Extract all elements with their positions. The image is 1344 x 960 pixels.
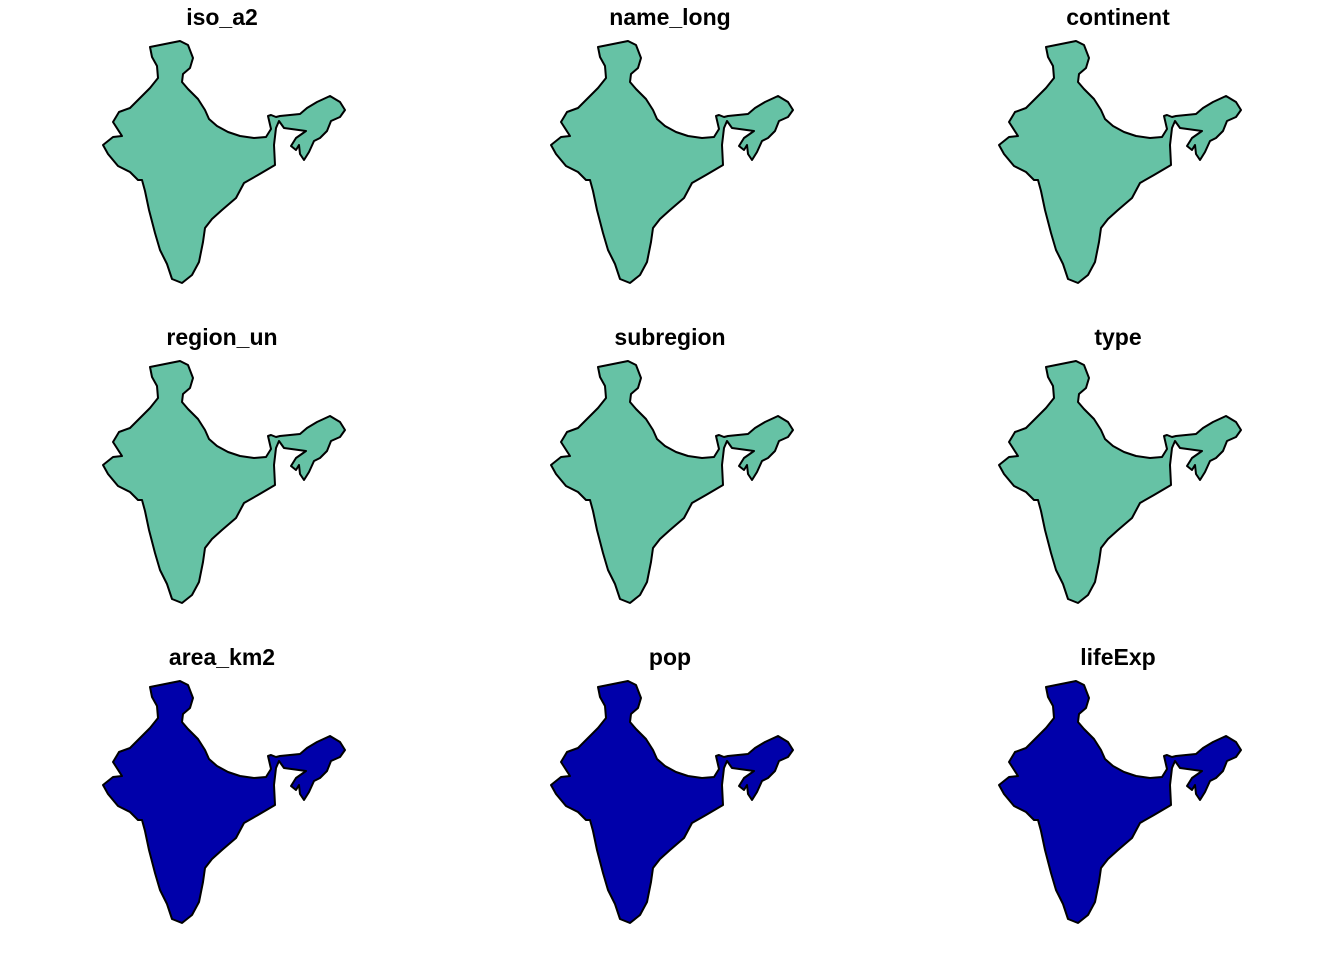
panel-title: area_km2: [169, 644, 275, 670]
india-polygon: [102, 40, 346, 284]
panel-title: continent: [1066, 4, 1170, 30]
india-polygon: [102, 360, 346, 604]
panel-title: subregion: [614, 324, 725, 350]
map-panel-type: type: [998, 324, 1242, 604]
panel-title: type: [1094, 324, 1141, 350]
india-polygon: [998, 360, 1242, 604]
map-panel-pop: pop: [550, 644, 794, 924]
map-panel-iso-a2: iso_a2: [102, 4, 346, 284]
india-polygon: [998, 680, 1242, 924]
panel-title: pop: [649, 644, 691, 670]
panel-title: lifeExp: [1080, 644, 1155, 670]
panel-title: iso_a2: [186, 4, 258, 30]
panel-title: name_long: [609, 4, 730, 30]
map-panel-area-km2: area_km2: [102, 644, 346, 924]
map-panel-continent: continent: [998, 4, 1242, 284]
india-polygon: [550, 360, 794, 604]
map-panel-region-un: region_un: [102, 324, 346, 604]
india-polygon: [550, 40, 794, 284]
map-panel-subregion: subregion: [550, 324, 794, 604]
india-polygon: [102, 680, 346, 924]
panel-title: region_un: [166, 324, 277, 350]
india-polygon: [998, 40, 1242, 284]
india-polygon: [550, 680, 794, 924]
map-panel-lifeExp: lifeExp: [998, 644, 1242, 924]
map-panel-name-long: name_long: [550, 4, 794, 284]
